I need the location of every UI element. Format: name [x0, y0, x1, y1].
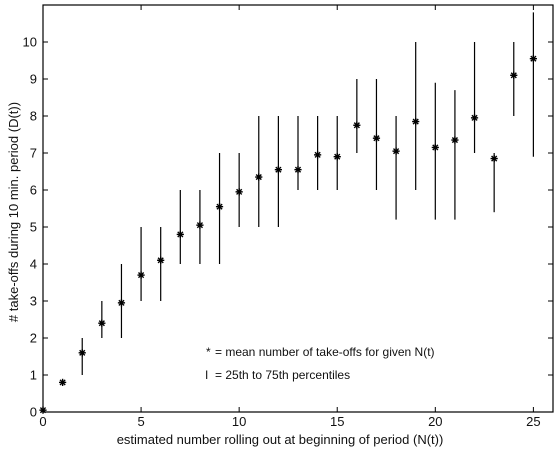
mean-marker-2	[78, 349, 86, 357]
plot-frame	[42, 4, 554, 413]
x-tick-label-20: 20	[428, 414, 442, 429]
mean-marker-5	[137, 271, 145, 279]
mean-marker-3	[98, 319, 106, 327]
mean-marker-24	[510, 71, 518, 79]
legend-symbol-mean: *	[206, 345, 211, 359]
mean-marker-20	[431, 143, 439, 152]
mean-marker-10	[235, 188, 243, 196]
y-axis-title: # take-offs during 10 min. period (D(t))	[6, 102, 21, 322]
y-tick-label-10: 10	[23, 35, 37, 50]
mean-marker-16	[353, 121, 361, 129]
y-tick-labels: 0 1 2 3 4 5 6 7 8 9 10	[23, 35, 37, 420]
legend-label-mean: = mean number of take-offs for given N(t…	[215, 345, 435, 359]
y-tick-label-0: 0	[30, 405, 37, 420]
y-tick-label-9: 9	[30, 72, 37, 87]
mean-marker-11	[255, 173, 263, 181]
y-tick-label-8: 8	[30, 109, 37, 124]
y-tick-label-2: 2	[30, 331, 37, 346]
mean-marker-1	[59, 378, 67, 386]
mean-marker-19	[412, 117, 420, 126]
y-tick-label-7: 7	[30, 146, 37, 161]
mean-marker-23	[490, 154, 498, 163]
x-axis-title: estimated number rolling out at beginnin…	[117, 432, 444, 447]
legend-symbol-range: I	[205, 368, 208, 382]
y-tick-label-4: 4	[30, 257, 37, 272]
y-tick-label-3: 3	[30, 294, 37, 309]
legend: * = mean number of take-offs for given N…	[205, 345, 435, 382]
x-tick-label-15: 15	[330, 414, 344, 429]
mean-marker-21	[451, 136, 459, 144]
x-tick-label-0: 0	[39, 414, 46, 429]
x-tick-label-25: 25	[526, 414, 540, 429]
mean-marker-12	[274, 166, 282, 174]
mean-marker-18	[392, 147, 400, 155]
mean-marker-0	[39, 406, 47, 414]
x-tick-labels: 0 5 10 15 20 25	[39, 414, 540, 429]
x-tick-label-5: 5	[137, 414, 144, 429]
legend-label-range: = 25th to 75th percentiles	[215, 368, 350, 382]
mean-marker-25	[529, 55, 537, 63]
mean-marker-8	[196, 221, 204, 229]
mean-marker-13	[294, 166, 302, 174]
mean-marker-6	[157, 256, 165, 264]
plot-border	[42, 4, 554, 413]
x-tick-label-10: 10	[232, 414, 246, 429]
mean-marker-4	[117, 299, 126, 307]
y-tick-label-1: 1	[30, 368, 37, 383]
y-tick-label-6: 6	[30, 183, 37, 198]
mean-marker-14	[314, 151, 322, 159]
mean-marker-15	[333, 153, 341, 161]
mean-markers	[39, 55, 537, 414]
mean-marker-17	[372, 134, 381, 142]
mean-marker-22	[470, 114, 479, 122]
mean-marker-9	[215, 203, 224, 211]
mean-marker-7	[176, 230, 184, 238]
y-tick-label-5: 5	[30, 220, 37, 235]
